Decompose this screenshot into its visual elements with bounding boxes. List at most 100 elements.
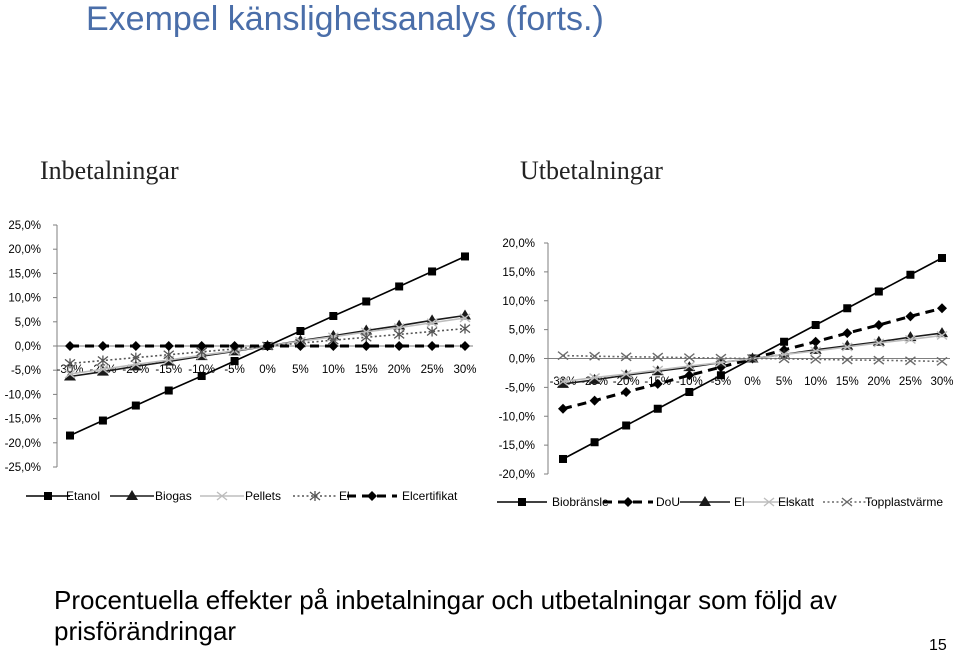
legend-marker-Pellets [216,491,228,501]
data-point-Etanol [428,267,437,276]
data-point-Biogas [64,370,76,381]
x-tick-label: 25% [899,376,922,388]
x-tick-label: 15% [836,376,859,388]
data-point-Biobränsle [590,438,599,447]
data-point-Etanol [164,386,173,395]
y-tick-label: 5,0% [509,325,535,337]
data-point-Topplastvärme [841,355,853,365]
legend-marker-Topplastvärme [841,497,853,507]
data-point-Biobränsle [559,454,567,463]
data-point-Elskatt [589,373,601,383]
legend-marker-El [699,496,711,506]
legend-label-Etanol: Etanol [66,489,100,503]
data-point-Pellets [64,369,76,379]
data-point-DoU [558,403,568,414]
data-point-DoU [810,336,821,347]
y-tick-label: 15,0% [8,268,41,280]
y-tick-label: 0,0% [509,354,535,366]
y-tick-label: 25,0% [8,220,41,232]
data-point-El [459,323,471,334]
data-point-Elcertifikat [328,341,339,351]
data-point-Biobränsle [811,321,820,330]
data-point-Topplastvärme [747,353,758,364]
x-tick-label: 20% [867,376,890,388]
data-point-Elcertifikat [229,341,240,351]
data-point-Etanol [395,282,404,291]
data-point-Biobränsle [780,337,789,346]
data-point-Elcertifikat [262,341,273,351]
legend-label-Topplastvärme: Topplastvärme [865,495,943,509]
x-tick-label: -5% [711,376,731,388]
y-tick-label: -5,0% [11,365,41,377]
data-point-El [746,352,759,363]
data-point-Elcertifikat [97,341,108,351]
data-point-Elcertifikat [163,341,174,351]
slide-footer-caption: Procentuella effekter på inbetalningar o… [54,585,837,646]
y-tick-label: -15,0% [499,440,535,452]
data-point-Etanol [329,311,338,320]
data-point-Biobränsle [685,387,694,396]
data-point-El [936,327,948,338]
data-point-Biogas [459,309,471,320]
data-point-Elskatt [683,361,695,371]
data-point-El [393,329,405,340]
data-point-Topplastvärme [715,353,727,363]
data-point-Elskatt [873,338,885,348]
data-point-Topplastvärme [652,352,664,362]
y-tick-label: -20,0% [5,438,41,450]
data-point-Biobränsle [622,421,631,430]
data-point-El [557,377,569,388]
legend-marker-El [309,491,321,501]
data-point-Topplastvärme [557,351,569,361]
data-point-El [360,332,372,343]
data-point-Elcertifikat [130,341,141,351]
legend-label-El: El [339,489,350,503]
legend-label-Biobränsle: Biobränsle [552,495,609,509]
data-point-Topplastvärme [810,354,822,364]
chart-0: 25,0% 20,0% 15,0% 10,0% 5,0% 0,0% -5,0% -10,0% -… [5,220,477,503]
data-point-Etanol [362,297,371,306]
data-point-El [130,352,142,363]
x-tick-label: 15% [355,364,378,376]
data-point-Biobränsle [906,270,915,279]
data-point-DoU [873,320,884,331]
x-tick-label: -15% [155,364,182,376]
data-point-Elskatt [936,330,948,340]
x-tick-label: 0% [259,364,276,376]
data-point-Elcertifikat [427,341,438,351]
x-tick-label: 30% [930,376,953,388]
data-point-Pellets [426,318,438,328]
data-point-Etanol [461,252,469,261]
chart-title-utbetalningar: Utbetalningar [520,156,663,185]
y-tick-label: -10,0% [5,389,41,401]
data-point-DoU [589,395,600,406]
data-point-Etanol [296,326,305,335]
data-point-Pellets [459,313,471,323]
data-point-DoU [621,386,632,397]
data-point-Elcertifikat [394,341,405,351]
data-point-Pellets [130,359,142,369]
legend-label-Pellets: Pellets [245,489,281,503]
y-tick-label: 20,0% [502,238,535,250]
chart-1: 20,0% 15,0% 10,0% 5,0% 0,0% -5,0% -10,0% -15,0%… [497,238,954,509]
y-tick-label: -25,0% [5,462,41,474]
data-point-Pellets [97,364,109,374]
legend-label-Biogas: Biogas [155,489,192,503]
data-point-El [588,373,601,384]
x-tick-label: 0% [744,376,761,388]
x-tick-label: 25% [421,364,444,376]
data-point-Pellets [393,323,405,333]
data-point-Topplastvärme [683,353,695,363]
data-point-Topplastvärme [904,356,916,366]
chart-title-inbetalningar: Inbetalningar [40,156,179,185]
data-point-El [97,355,109,366]
legend-label-El: El [734,495,745,509]
data-point-Topplastvärme [620,352,632,362]
data-point-Etanol [98,416,107,425]
legend-label-DoU: DoU [656,495,680,509]
y-tick-label: -10,0% [499,411,535,423]
data-point-Etanol [197,372,206,381]
x-tick-label: -10% [676,376,703,388]
data-point-Biobränsle [874,287,883,296]
